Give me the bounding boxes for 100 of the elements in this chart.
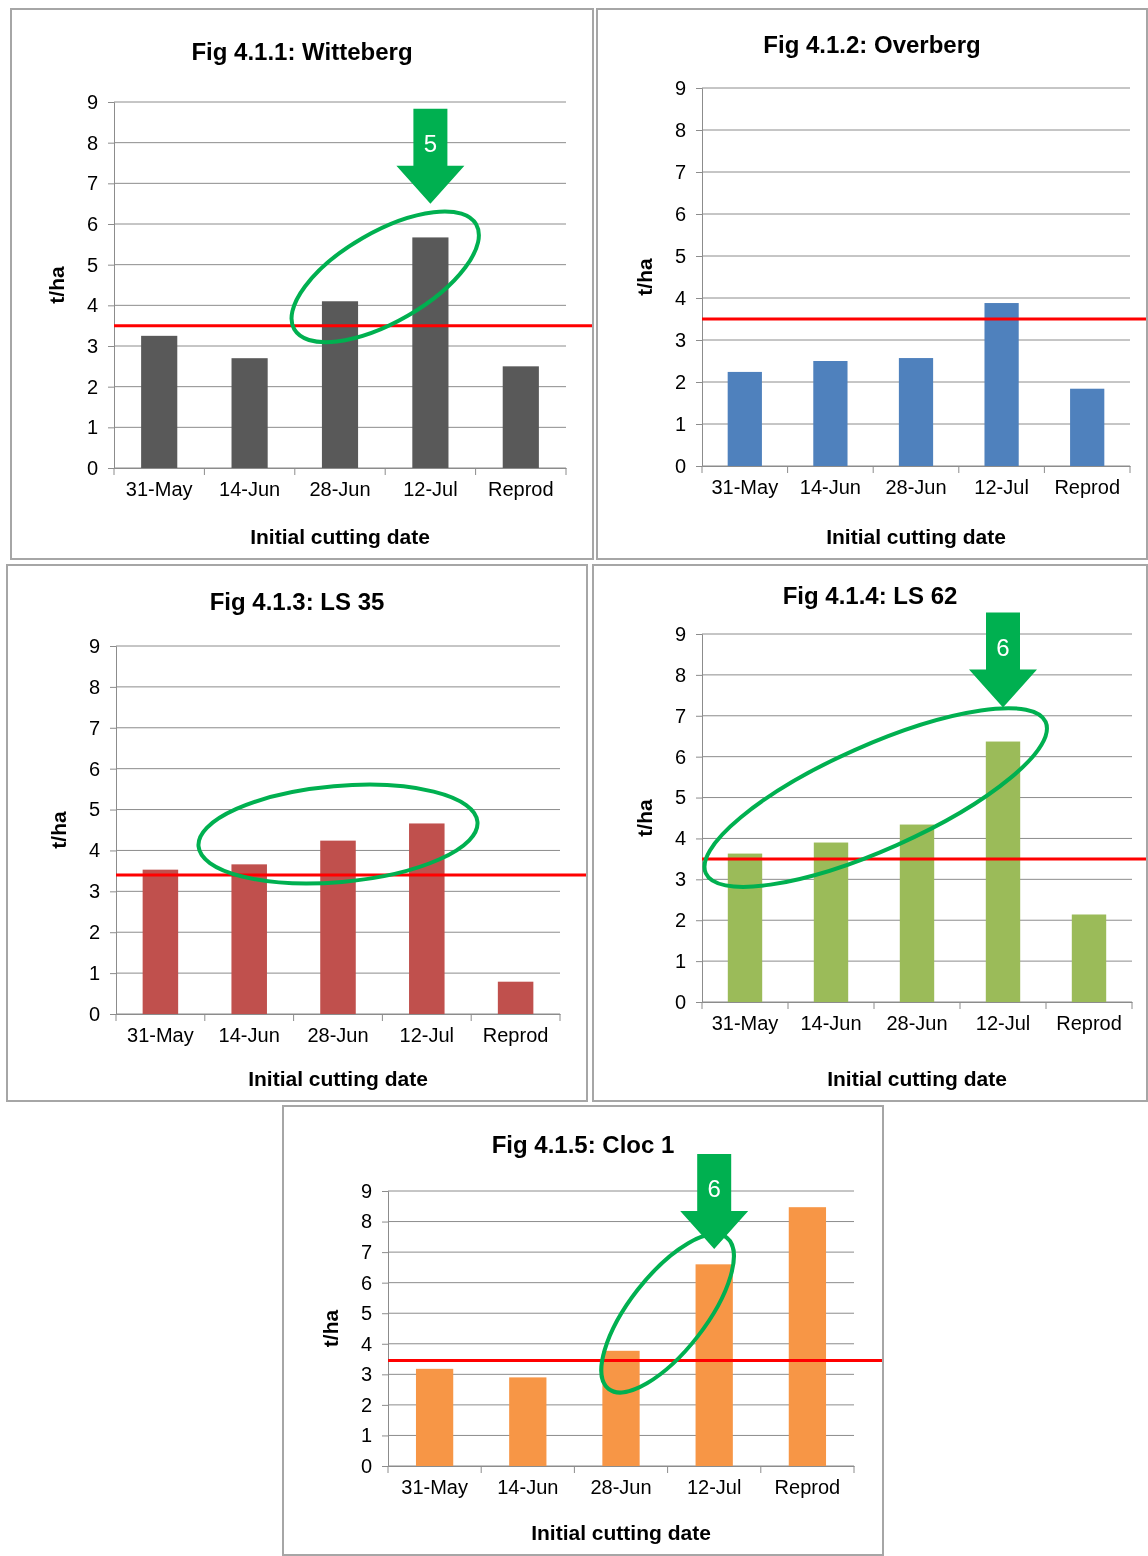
y-tick-label: 6 bbox=[674, 202, 686, 225]
bar bbox=[141, 335, 178, 468]
y-tick-label: 4 bbox=[674, 827, 686, 850]
bar bbox=[502, 366, 539, 468]
x-axis-title: Initial cutting date bbox=[248, 1067, 428, 1090]
x-tick-label: 31-May bbox=[711, 476, 779, 499]
y-axis-title: t/ha bbox=[633, 799, 656, 837]
y-axis-title: t/ha bbox=[633, 258, 656, 296]
y-tick-label: 0 bbox=[88, 1002, 100, 1025]
bar bbox=[602, 1350, 640, 1466]
bar bbox=[788, 1207, 827, 1466]
y-tick-label: 9 bbox=[674, 622, 686, 645]
y-tick-label: 4 bbox=[86, 294, 98, 317]
y-tick-label: 8 bbox=[86, 131, 98, 154]
x-tick-label: Reprod bbox=[1054, 476, 1120, 499]
y-tick-label: 0 bbox=[360, 1454, 372, 1477]
y-tick-label: 5 bbox=[86, 253, 98, 276]
x-tick-label: Reprod bbox=[1056, 1012, 1122, 1035]
x-tick-label: 14-Jun bbox=[497, 1476, 559, 1499]
y-tick-label: 5 bbox=[88, 798, 100, 821]
y-tick-label: 7 bbox=[674, 160, 686, 183]
y-tick-label: 3 bbox=[674, 328, 686, 351]
y-tick-label: 2 bbox=[86, 375, 98, 398]
x-axis-title: Initial cutting date bbox=[826, 525, 1006, 548]
y-axis-title: t/ha bbox=[319, 1309, 342, 1348]
x-tick-label: 12-Jul bbox=[403, 478, 458, 501]
y-tick-label: 9 bbox=[86, 90, 98, 113]
x-axis-title: Initial cutting date bbox=[250, 525, 430, 548]
x-tick-label: 31-May bbox=[127, 1024, 194, 1047]
y-tick-label: 2 bbox=[674, 370, 686, 393]
bar bbox=[320, 840, 356, 1014]
x-axis-title: Initial cutting date bbox=[531, 1521, 711, 1544]
bar bbox=[1070, 388, 1105, 466]
bar bbox=[984, 303, 1019, 466]
x-tick-label: 31-May bbox=[401, 1476, 468, 1499]
y-tick-label: 9 bbox=[360, 1179, 372, 1202]
y-tick-label: 3 bbox=[88, 880, 100, 903]
y-tick-label: 2 bbox=[360, 1393, 372, 1416]
y-tick-label: 5 bbox=[674, 786, 686, 809]
y-tick-label: 1 bbox=[86, 416, 98, 439]
y-tick-label: 6 bbox=[360, 1271, 372, 1294]
bar bbox=[231, 358, 268, 468]
y-tick-label: 7 bbox=[360, 1241, 372, 1264]
chart-title: Fig 4.1.4: LS 62 bbox=[782, 582, 958, 609]
y-tick-label: 4 bbox=[674, 286, 686, 309]
annotation: 5 bbox=[423, 129, 438, 157]
bar bbox=[231, 864, 267, 1014]
bar bbox=[415, 1368, 454, 1466]
annotation: 6 bbox=[707, 1175, 721, 1203]
y-tick-label: 7 bbox=[674, 704, 686, 727]
y-tick-label: 6 bbox=[86, 212, 98, 235]
x-tick-label: 14-Jun bbox=[219, 478, 281, 501]
x-tick-label: 31-May bbox=[711, 1012, 779, 1035]
x-tick-label: 28-Jun bbox=[309, 478, 371, 501]
y-tick-label: 1 bbox=[360, 1424, 372, 1447]
x-tick-label: 28-Jun bbox=[590, 1476, 652, 1499]
annotation: 6 bbox=[996, 633, 1010, 661]
bar bbox=[409, 823, 445, 1014]
y-tick-label: 6 bbox=[88, 757, 100, 780]
bar bbox=[813, 361, 848, 466]
x-tick-label: 12-Jul bbox=[686, 1476, 742, 1499]
y-tick-label: 2 bbox=[674, 909, 686, 932]
y-tick-label: 8 bbox=[360, 1210, 372, 1233]
bar bbox=[412, 237, 449, 468]
x-tick-label: 14-Jun bbox=[218, 1024, 280, 1047]
y-tick-label: 5 bbox=[674, 244, 686, 267]
x-tick-label: 28-Jun bbox=[307, 1024, 369, 1047]
x-tick-label: 28-Jun bbox=[885, 476, 947, 499]
y-tick-label: 8 bbox=[674, 663, 686, 686]
bar bbox=[727, 371, 762, 466]
x-tick-label: 31-May bbox=[125, 478, 193, 501]
y-tick-label: 9 bbox=[674, 76, 686, 99]
x-tick-label: Reprod bbox=[774, 1476, 841, 1499]
y-tick-label: 5 bbox=[360, 1302, 372, 1325]
y-tick-label: 3 bbox=[360, 1363, 372, 1386]
y-tick-label: 8 bbox=[88, 675, 100, 698]
y-axis-title: t/ha bbox=[47, 811, 70, 849]
y-tick-label: 6 bbox=[674, 745, 686, 768]
chart-title: Fig 4.1.3: LS 35 bbox=[209, 588, 385, 615]
y-tick-label: 0 bbox=[674, 454, 686, 477]
y-tick-label: 7 bbox=[86, 172, 98, 195]
x-tick-label: Reprod bbox=[488, 478, 554, 501]
x-tick-label: 12-Jul bbox=[975, 1012, 1031, 1035]
bar bbox=[899, 824, 935, 1002]
y-tick-label: 1 bbox=[88, 962, 100, 985]
bar bbox=[898, 358, 934, 466]
bar bbox=[695, 1264, 733, 1466]
bar bbox=[727, 853, 763, 1002]
y-tick-label: 3 bbox=[86, 334, 98, 357]
bar bbox=[1071, 914, 1107, 1002]
bar bbox=[985, 741, 1021, 1002]
x-tick-label: 28-Jun bbox=[886, 1012, 948, 1035]
y-tick-label: 9 bbox=[88, 634, 100, 657]
x-tick-label: 14-Jun bbox=[800, 1012, 862, 1035]
bar bbox=[509, 1377, 547, 1466]
bar bbox=[142, 869, 179, 1014]
x-tick-label: 12-Jul bbox=[399, 1024, 455, 1047]
bar bbox=[813, 842, 849, 1002]
y-tick-label: 0 bbox=[86, 456, 98, 479]
x-axis-title: Initial cutting date bbox=[827, 1067, 1007, 1090]
